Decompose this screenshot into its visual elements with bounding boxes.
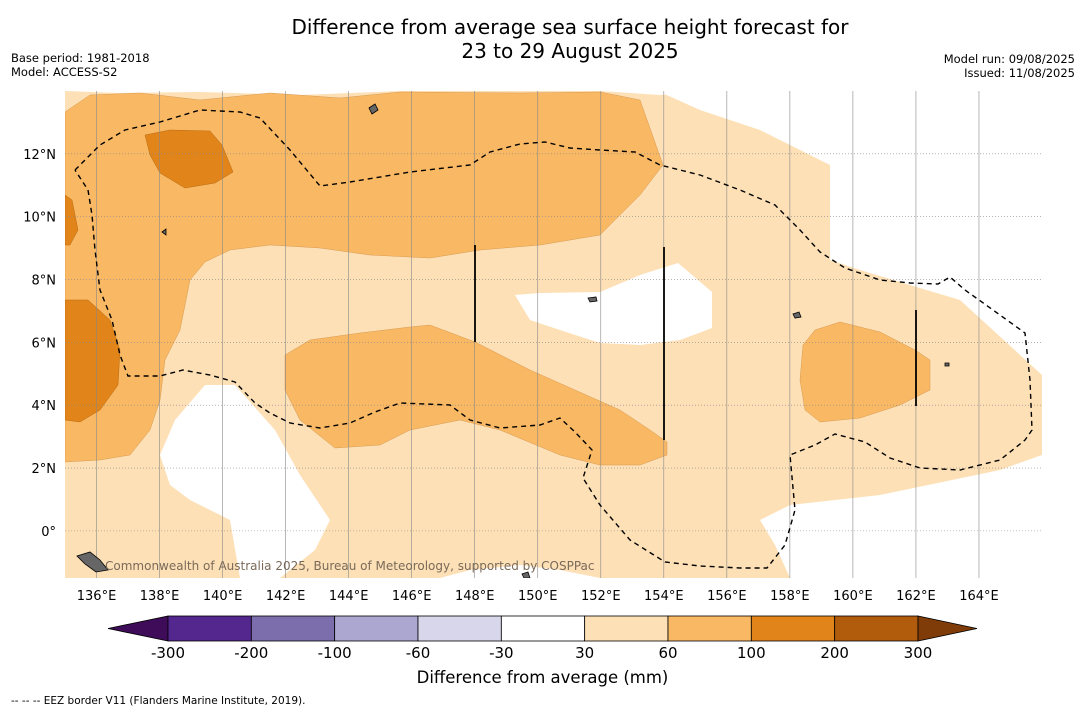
islands: [76, 103, 950, 578]
island-yap: [161, 228, 167, 236]
credit-text: Commonwealth of Australia 2025, Bureau o…: [105, 559, 595, 573]
lat-tick-label: 2°N: [32, 462, 57, 477]
lon-tick-label: 144°E: [329, 589, 369, 604]
lon-tick-label: 152°E: [581, 589, 621, 604]
lat-tick-label: 10°N: [23, 211, 56, 226]
colorbar-label: 300: [904, 644, 933, 662]
colorbar-label: -30: [489, 644, 514, 662]
colorbar-label: 100: [737, 644, 766, 662]
band-60-100-small-spot: [420, 134, 433, 145]
band-60-100-central: [284, 324, 668, 466]
island-new-guinea-tip: [76, 551, 109, 573]
white-region-southwest: [160, 385, 330, 578]
lon-tick-label: 154°E: [644, 589, 684, 604]
lon-tick-label: 142°E: [266, 589, 306, 604]
colorbar-segment: [334, 615, 419, 642]
island-kosrae: [944, 362, 950, 367]
band-100-200-west: [65, 299, 121, 423]
band-100-200-northwest: [144, 129, 234, 189]
model-run: Model run: 09/08/2025: [943, 52, 1075, 66]
lon-tick-label: 146°E: [392, 589, 432, 604]
white-region-southeast: [760, 455, 1042, 578]
colorbar-label: -60: [406, 644, 431, 662]
chart-title: Difference from average sea surface heig…: [0, 15, 1085, 63]
colorbar-segment: [500, 615, 586, 642]
island-pohnpei: [792, 311, 802, 319]
colorbar-segment: [750, 615, 836, 642]
island-chuuk: [587, 296, 598, 303]
base-period: Base period: 1981-2018: [11, 51, 150, 65]
lon-tick-labels: 136°E 138°E 140°E 142°E 144°E 146°E 148°E 150°E…: [77, 589, 999, 604]
lat-tick-label: 8°N: [32, 274, 57, 289]
colorbar-label: 60: [658, 644, 677, 662]
lat-tick-label: 12°N: [23, 148, 56, 163]
meta-right: Model run: 09/08/2025 Issued: 11/08/2025: [944, 52, 1075, 80]
lat-tick-label: 4°N: [32, 399, 57, 414]
lon-tick-label: 160°E: [833, 589, 873, 604]
footnote: -- -- -- EEZ border V11 (Flanders Marine…: [11, 695, 306, 707]
lon-tick-label: 148°E: [455, 589, 495, 604]
island-palau-north: [368, 103, 379, 115]
lat-tick-labels: 0° 2°N 4°N 6°N 8°N 10°N 12°N: [23, 148, 56, 540]
white-region-bottom-center: [440, 565, 600, 578]
lat-tick-label: 0°: [41, 525, 56, 540]
band-60-100-east: [799, 321, 931, 423]
colorbar-segment: [667, 615, 752, 642]
lon-tick-label: 140°E: [203, 589, 243, 604]
colorbar-label: -300: [151, 644, 185, 662]
colorbar-title: Difference from average (mm): [416, 668, 669, 687]
colorbar-segment: [834, 615, 919, 642]
title-line-1: Difference from average sea surface heig…: [291, 15, 849, 39]
colorbar: -300 -200 -100 -60 -30 30 60 100 200 300: [107, 615, 978, 662]
colorbar-segment: [167, 615, 252, 642]
title-line-2: 23 to 29 August 2025: [461, 39, 679, 63]
colorbar-extend-high: [917, 615, 978, 642]
issued-date: Issued: 11/08/2025: [964, 66, 1075, 80]
meta-left: Base period: 1981-2018 Model: ACCESS-S2: [11, 51, 150, 79]
lon-tick-label: 136°E: [77, 589, 117, 604]
colorbar-segment: [250, 615, 336, 642]
colorbar-extend-low: [107, 615, 169, 642]
colorbar-segment: [417, 615, 502, 642]
lon-tick-label: 150°E: [518, 589, 558, 604]
model-name: Model: ACCESS-S2: [11, 65, 118, 79]
lon-tick-label: 158°E: [770, 589, 810, 604]
white-region-northeast: [660, 91, 1042, 375]
colorbar-segment: [584, 615, 669, 642]
lon-tick-label: 164°E: [959, 589, 999, 604]
island-bottom-center: [521, 571, 531, 578]
colorbar-label: -200: [234, 644, 268, 662]
lon-tick-label: 138°E: [140, 589, 180, 604]
lat-tick-label: 6°N: [32, 336, 57, 351]
lon-tick-label: 156°E: [707, 589, 747, 604]
colorbar-label: 200: [820, 644, 849, 662]
lon-tick-label: 162°E: [896, 589, 936, 604]
white-region-center: [515, 263, 712, 345]
eez-border-north: [74, 109, 1033, 569]
map-area: Commonwealth of Australia 2025, Bureau o…: [65, 91, 1042, 578]
colorbar-label: 30: [575, 644, 594, 662]
band-100-200-west-edge: [65, 194, 79, 246]
colorbar-label: -100: [318, 644, 352, 662]
